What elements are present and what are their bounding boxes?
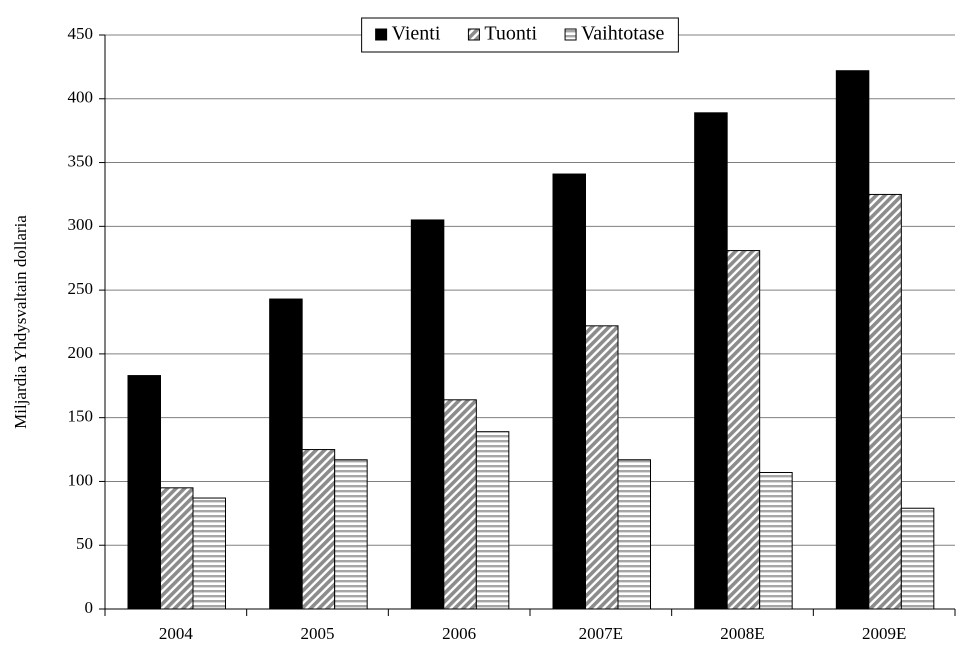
legend-swatch — [564, 28, 577, 41]
bar — [552, 173, 586, 610]
y-tick-label: 450 — [68, 24, 94, 43]
x-tick-label: 2006 — [442, 624, 476, 643]
legend-swatch — [375, 28, 388, 41]
bar — [835, 70, 870, 610]
bar — [475, 431, 510, 610]
x-tick-label: 2007E — [579, 624, 623, 643]
x-tick-label: 2004 — [159, 624, 194, 643]
x-tick-label: 2008E — [720, 624, 764, 643]
y-tick-label: 50 — [76, 534, 93, 553]
y-tick-label: 0 — [85, 598, 94, 617]
y-tick-label: 400 — [68, 88, 94, 107]
y-tick-label: 250 — [68, 279, 94, 298]
bar — [192, 497, 226, 610]
y-axis-label: Miljardia Yhdysvaltain dollaria — [11, 215, 30, 429]
bar — [269, 298, 303, 610]
legend-box — [361, 17, 679, 53]
legend-swatch — [467, 28, 480, 41]
bar — [868, 193, 902, 610]
legend-label: Vaihtotase — [581, 23, 664, 45]
legend-label: Vienti — [392, 23, 441, 45]
bar — [726, 250, 761, 610]
bar — [694, 112, 728, 610]
y-tick-label: 300 — [68, 215, 94, 234]
bar — [617, 459, 651, 610]
legend: Vienti Tuonti Vaihtotase — [361, 17, 679, 53]
bar — [410, 219, 445, 610]
bar — [301, 449, 336, 610]
bar — [759, 472, 793, 610]
bar — [334, 459, 368, 610]
bar — [900, 507, 935, 610]
y-tick-label: 100 — [68, 470, 94, 489]
legend-label: Tuonti — [484, 23, 537, 45]
bar — [585, 325, 619, 610]
bar — [160, 487, 194, 610]
y-tick-label: 150 — [68, 407, 94, 426]
x-tick-label: 2005 — [301, 624, 335, 643]
bar — [127, 375, 161, 610]
y-tick-label: 200 — [68, 343, 94, 362]
x-tick-label: 2009E — [862, 624, 906, 643]
y-tick-label: 350 — [68, 151, 94, 170]
bar — [443, 399, 477, 610]
